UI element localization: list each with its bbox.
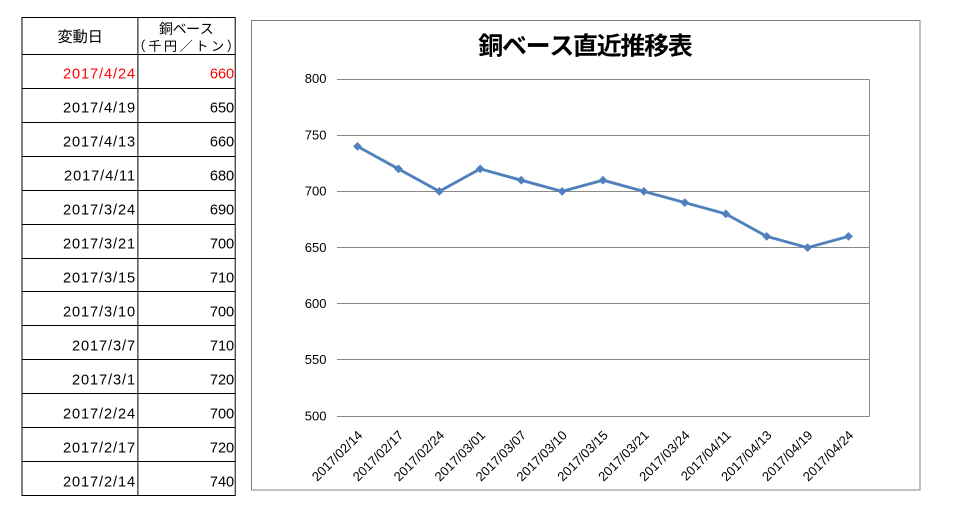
- svg-text:650: 650: [210, 101, 234, 117]
- svg-text:2017/2/14: 2017/2/14: [63, 474, 136, 490]
- svg-text:2017/3/21: 2017/3/21: [63, 237, 136, 253]
- svg-text:680: 680: [210, 169, 234, 185]
- svg-text:2017/3/24: 2017/3/24: [63, 203, 136, 219]
- svg-text:600: 600: [305, 296, 327, 311]
- svg-text:750: 750: [305, 127, 327, 142]
- svg-text:740: 740: [210, 474, 234, 490]
- svg-text:2017/3/15: 2017/3/15: [63, 271, 136, 287]
- svg-text:2017/3/1: 2017/3/1: [72, 372, 136, 388]
- svg-text:2017/2/17: 2017/2/17: [63, 440, 136, 456]
- svg-text:700: 700: [305, 184, 327, 199]
- svg-text:2017/2/24: 2017/2/24: [63, 406, 136, 422]
- svg-text:650: 650: [305, 240, 327, 255]
- svg-text:2017/4/13: 2017/4/13: [63, 135, 136, 151]
- svg-text:660: 660: [210, 67, 234, 83]
- svg-text:700: 700: [210, 237, 234, 253]
- svg-text:2017/4/24: 2017/4/24: [63, 67, 136, 83]
- svg-text:720: 720: [210, 372, 234, 388]
- svg-text:2017/3/10: 2017/3/10: [63, 305, 136, 321]
- svg-text:500: 500: [305, 408, 327, 423]
- svg-text:2017/4/19: 2017/4/19: [63, 101, 136, 117]
- svg-text:800: 800: [305, 71, 327, 86]
- svg-text:2017/3/7: 2017/3/7: [72, 339, 136, 355]
- svg-text:720: 720: [210, 440, 234, 456]
- svg-text:550: 550: [305, 352, 327, 367]
- svg-text:690: 690: [210, 203, 234, 219]
- svg-text:710: 710: [210, 271, 234, 287]
- svg-text:710: 710: [210, 339, 234, 355]
- svg-text:700: 700: [210, 406, 234, 422]
- svg-text:660: 660: [210, 135, 234, 151]
- svg-text:2017/4/11: 2017/4/11: [64, 169, 136, 185]
- svg-text:700: 700: [210, 305, 234, 321]
